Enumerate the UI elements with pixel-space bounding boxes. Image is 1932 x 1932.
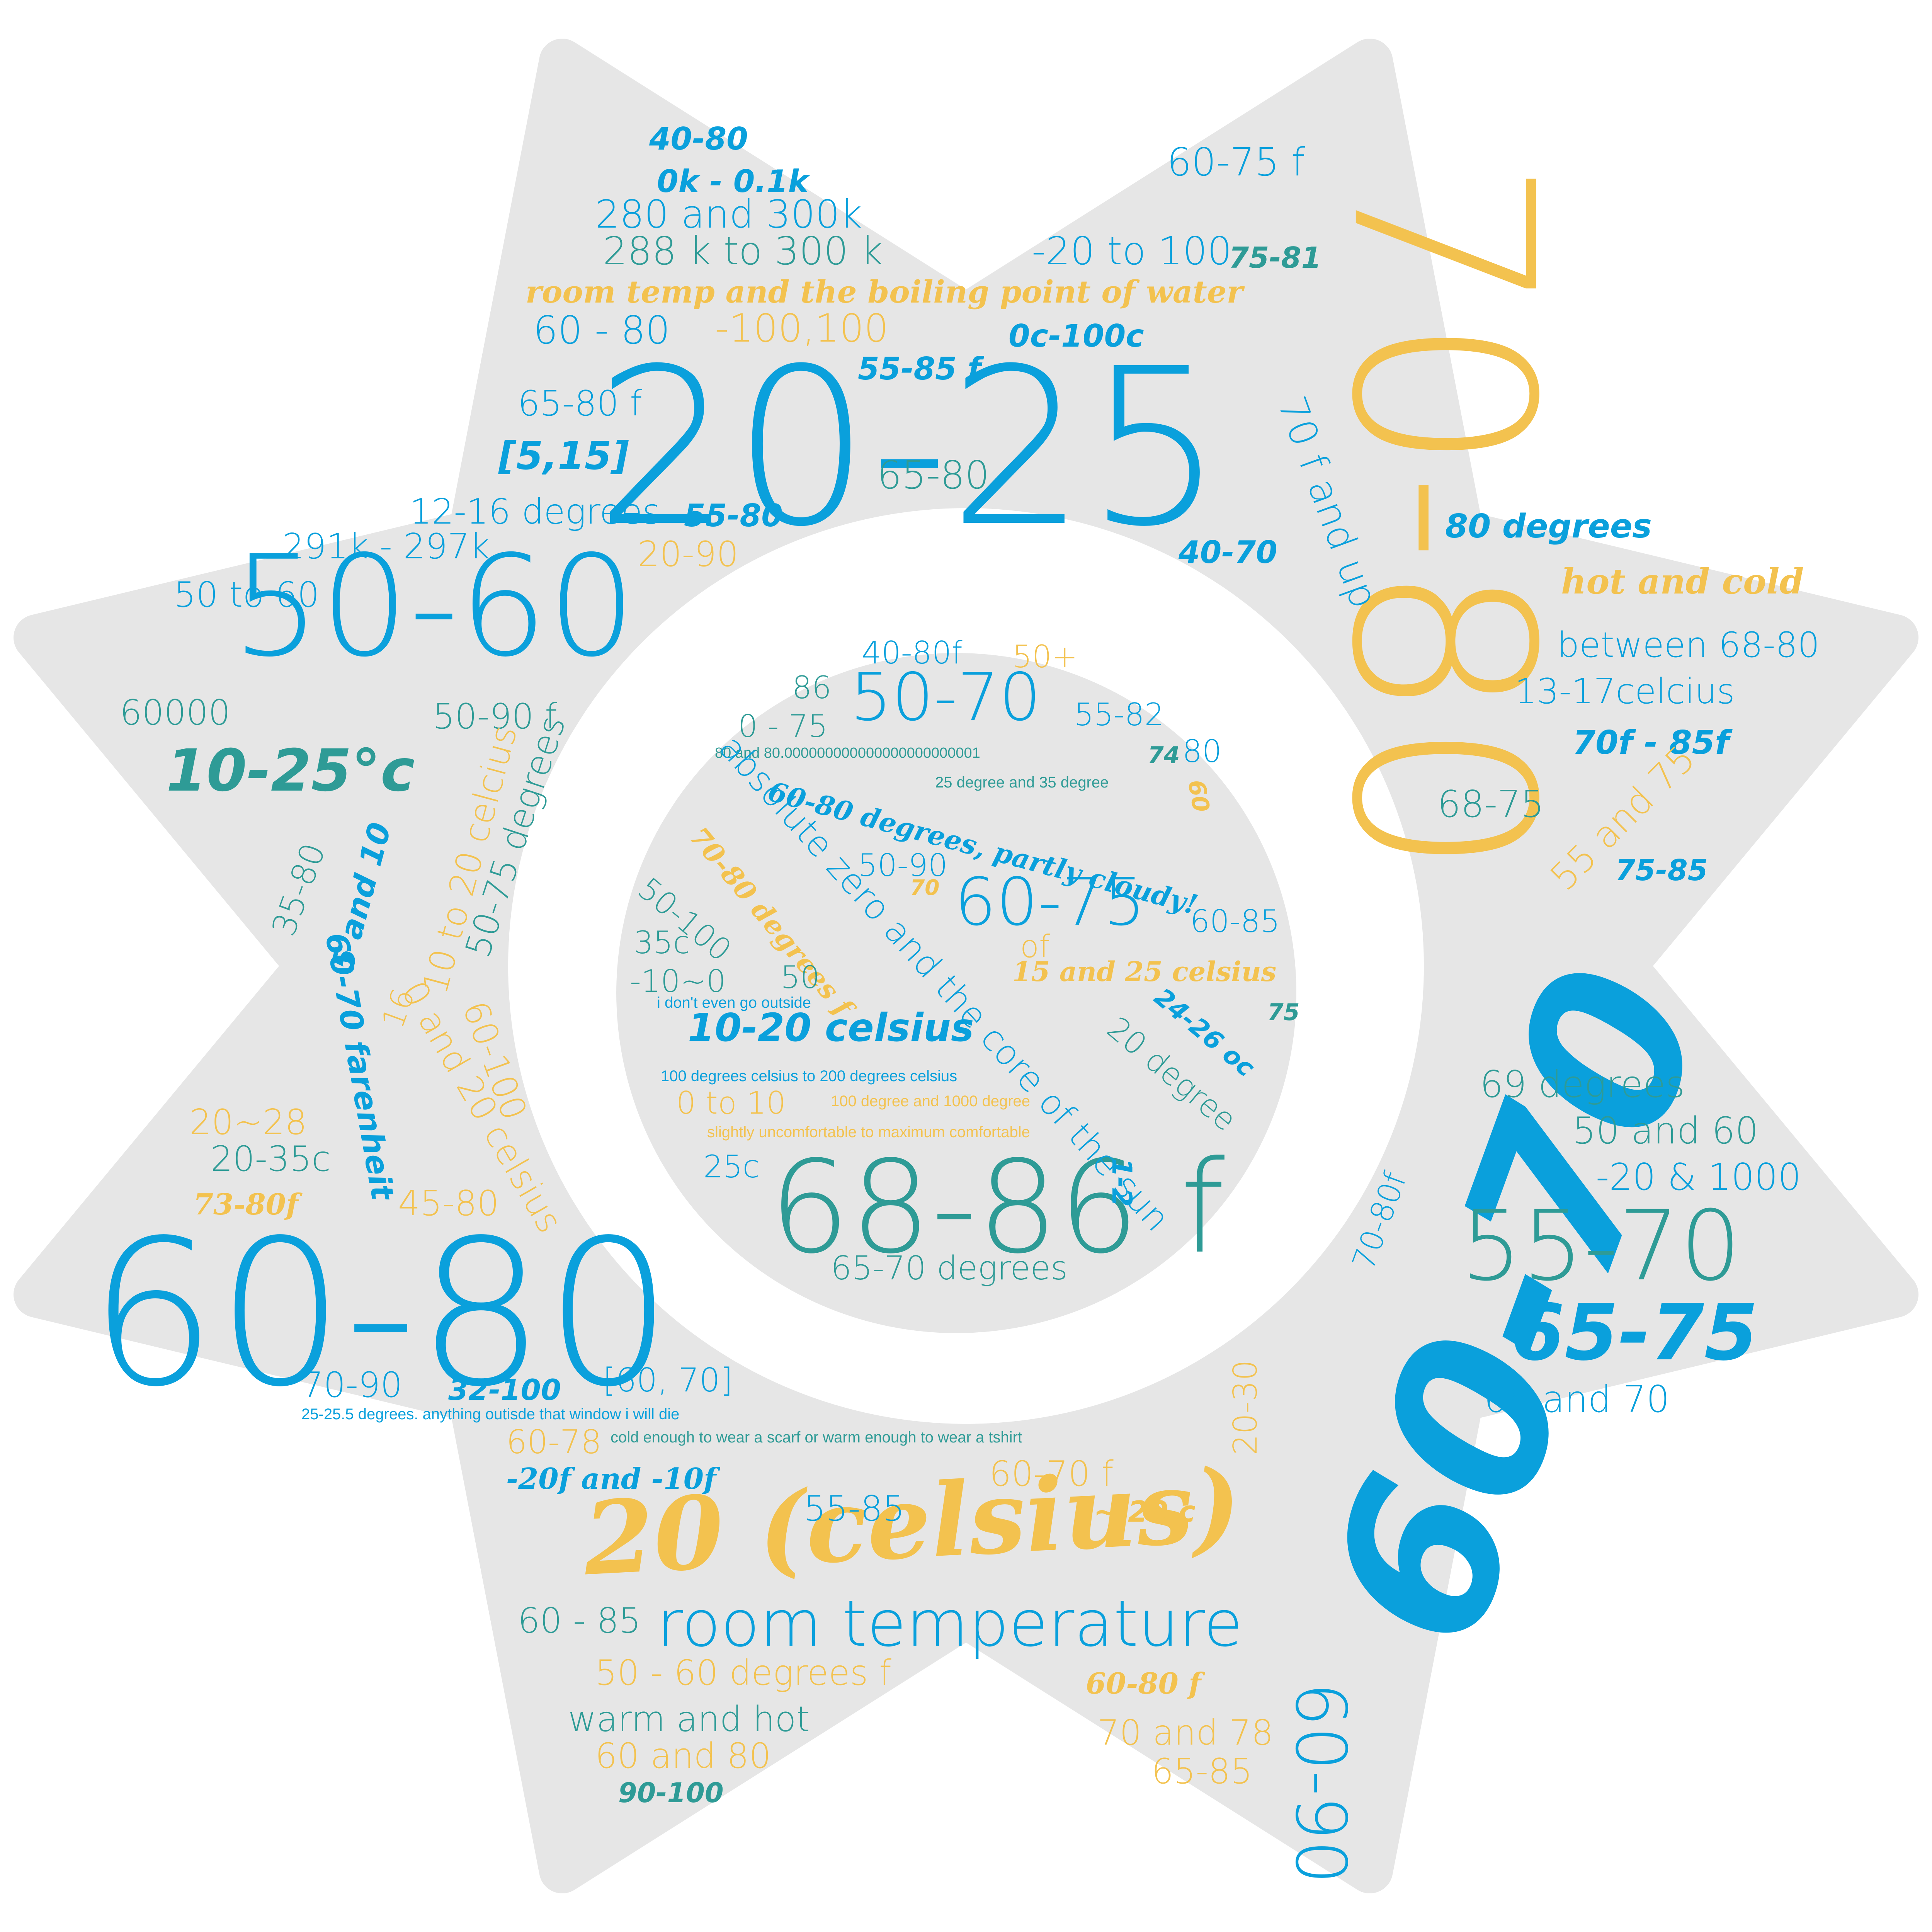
word: 80 and 80.000000000000000000000001 (715, 745, 980, 761)
word: 60-80 (89, 1197, 673, 1431)
word: 20-25 (595, 322, 1224, 574)
word: 90-100 (618, 1777, 724, 1809)
word: 15 and 25 celsius (1012, 956, 1277, 988)
word: 60-70 f (989, 1454, 1114, 1494)
word: 50 - 60 degrees f (595, 1653, 891, 1693)
word: 50-70 (850, 659, 1041, 736)
word: 60-90 (1280, 1682, 1361, 1884)
word: 25c (703, 1149, 760, 1185)
word: 0c-100c (1009, 318, 1144, 354)
word: 60 - 85 (518, 1600, 641, 1641)
word: -10~0 (630, 963, 726, 999)
word: warm and hot (568, 1699, 810, 1740)
word: 0k - 0.1k (657, 163, 809, 199)
word: 60-75 (954, 864, 1145, 940)
word: cold enough to wear a scarf or warm enou… (611, 1429, 1022, 1446)
word: 20-90 (638, 534, 739, 575)
word: 65-75 (1511, 1288, 1758, 1378)
word: 280 and 300k (595, 192, 862, 237)
word: 13-17celcius (1515, 671, 1735, 712)
word: 60 and 80 (595, 1736, 771, 1776)
word: 1-2 (1106, 1158, 1138, 1207)
word: i don't even go outside (657, 994, 811, 1011)
word: 50-90 (858, 847, 948, 883)
word: 10-25°c (166, 737, 415, 804)
word: 70-90 (301, 1365, 403, 1405)
word: ~ 20 c (1094, 1495, 1196, 1529)
word: 25-25.5 degrees. anything outisde that w… (301, 1406, 680, 1423)
word: 70 (910, 875, 940, 900)
word: 10-20 celsius (688, 1005, 974, 1050)
word: 74 (1148, 742, 1180, 769)
word: 65-85 (1151, 1751, 1253, 1792)
word: 55-82 (1074, 697, 1164, 733)
word: 75-85 (1615, 853, 1708, 887)
word: 65-70 degrees (831, 1249, 1068, 1287)
word: 20~28 (189, 1102, 307, 1143)
word: [5,15] (498, 433, 629, 478)
word: 12-16 degrees (410, 492, 661, 532)
word: of (1020, 929, 1050, 964)
word: 70f - 85f (1573, 724, 1729, 762)
word: 20-35c (211, 1139, 331, 1179)
word: -100,100 (715, 306, 889, 351)
word: 65-80 (877, 452, 990, 498)
word: 60 (1182, 777, 1215, 815)
word: slightly uncomfortable to maximum comfor… (707, 1124, 1030, 1141)
word: 50 and 60 (1573, 1110, 1759, 1152)
word: 55-85 (804, 1488, 905, 1529)
word: 32-100 (448, 1373, 561, 1407)
word: 50-60 (232, 526, 636, 687)
word: room temperature (657, 1587, 1243, 1661)
word: 20-30 (1226, 1360, 1265, 1455)
word: 60 - 80 (533, 308, 670, 353)
word: 60-80 f (1086, 1667, 1201, 1701)
word: 50 to 60 (174, 575, 320, 615)
word: 60-78 (506, 1423, 602, 1461)
word: 75 (1267, 999, 1300, 1026)
word: 80 (1182, 733, 1222, 769)
word: 65-80 f (518, 383, 642, 424)
word: 0 - 75 (738, 708, 828, 744)
word: [60, 70] (603, 1361, 733, 1400)
word: 50-90 f (433, 696, 557, 737)
word: hot and cold (1561, 561, 1804, 602)
word: -20 to 100 (1032, 228, 1232, 274)
word: 80 degrees (1445, 507, 1652, 546)
word: 75-81 (1229, 241, 1321, 275)
word: 288 k to 300 k (603, 228, 883, 274)
word: between 68-80 (1557, 625, 1820, 665)
word: 25 degree and 35 degree (935, 774, 1109, 791)
word: -20 & 1000 (1596, 1156, 1801, 1199)
word: 68 and 70 (1484, 1378, 1670, 1421)
word: 50+ (1012, 639, 1078, 675)
word: 100 degree and 1000 degree (831, 1093, 1031, 1110)
word: 100 degrees celsius to 200 degrees celsi… (661, 1068, 957, 1085)
word: 0 to 10 (676, 1085, 786, 1121)
word: 60000 (120, 692, 231, 733)
word: 45-80 (398, 1183, 499, 1224)
word: room temp and the boiling point of water (526, 274, 1243, 310)
word: 60-75 f (1167, 139, 1305, 185)
word: 50 (781, 959, 820, 995)
word: 68-75 (1437, 783, 1544, 826)
word: 291k - 297k (282, 526, 490, 567)
word: 70 and 78 (1097, 1713, 1274, 1753)
word: 55-80 (684, 498, 783, 534)
word: 73-80f (193, 1187, 299, 1221)
word: 55-70 (1461, 1190, 1742, 1302)
word: -20f and -10f (506, 1462, 716, 1496)
word: 60-85 (1190, 903, 1280, 939)
word: 35c (634, 925, 690, 961)
word: 40-80 (649, 121, 748, 157)
word: 69 degrees (1480, 1063, 1685, 1106)
center-disc (616, 653, 1296, 1333)
word: 86 (792, 670, 832, 706)
word: 40-70 (1179, 534, 1277, 570)
word: 40-80f (862, 635, 963, 671)
word: 55-85 f (858, 351, 981, 387)
word: 68-86 f (769, 1133, 1225, 1282)
